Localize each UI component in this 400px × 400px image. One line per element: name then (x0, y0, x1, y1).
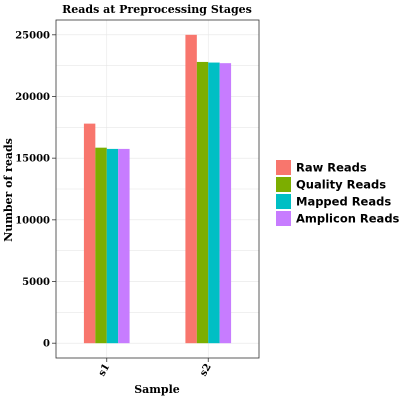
y-axis: 0 5000 10000 15000 20000 25000 (15, 30, 56, 350)
legend-swatch (276, 177, 291, 192)
bar-s1-mapped-reads (106, 148, 119, 344)
y-axis-label: Number of reads (2, 138, 15, 242)
y-tick-label: 15000 (15, 154, 50, 165)
bar-s2-raw-reads (185, 34, 197, 344)
bar-s2-amplicon-reads (219, 63, 232, 344)
legend-label: Raw Reads (296, 161, 367, 175)
legend-label: Mapped Reads (296, 195, 391, 209)
legend-label: Quality Reads (296, 178, 386, 192)
x-tick-label: s2 (198, 362, 214, 378)
y-tick-label: 25000 (15, 30, 50, 41)
x-tick-label: s1 (97, 362, 113, 378)
bar-s2-quality-reads (196, 61, 209, 344)
chart-title: Reads at Preprocessing Stages (62, 3, 252, 16)
legend: Raw Reads Quality Reads Mapped Reads Amplic… (276, 160, 400, 226)
x-axis: s1 s2 (97, 358, 214, 378)
legend-swatch (276, 160, 291, 175)
bar-s1-raw-reads (83, 123, 96, 344)
y-tick-label: 0 (43, 339, 50, 350)
bar-s2-mapped-reads (208, 62, 220, 344)
legend-label: Amplicon Reads (296, 212, 400, 226)
y-tick-label: 10000 (15, 215, 50, 226)
plot-panel (55, 19, 260, 359)
bar-s1-amplicon-reads (118, 148, 130, 344)
y-tick-label: 5000 (22, 277, 50, 288)
legend-swatch (276, 194, 291, 209)
bar-s1-quality-reads (95, 147, 107, 344)
x-axis-label: Sample (134, 383, 180, 396)
bars (83, 34, 232, 344)
legend-swatch (276, 211, 291, 226)
y-tick-label: 20000 (15, 92, 50, 103)
